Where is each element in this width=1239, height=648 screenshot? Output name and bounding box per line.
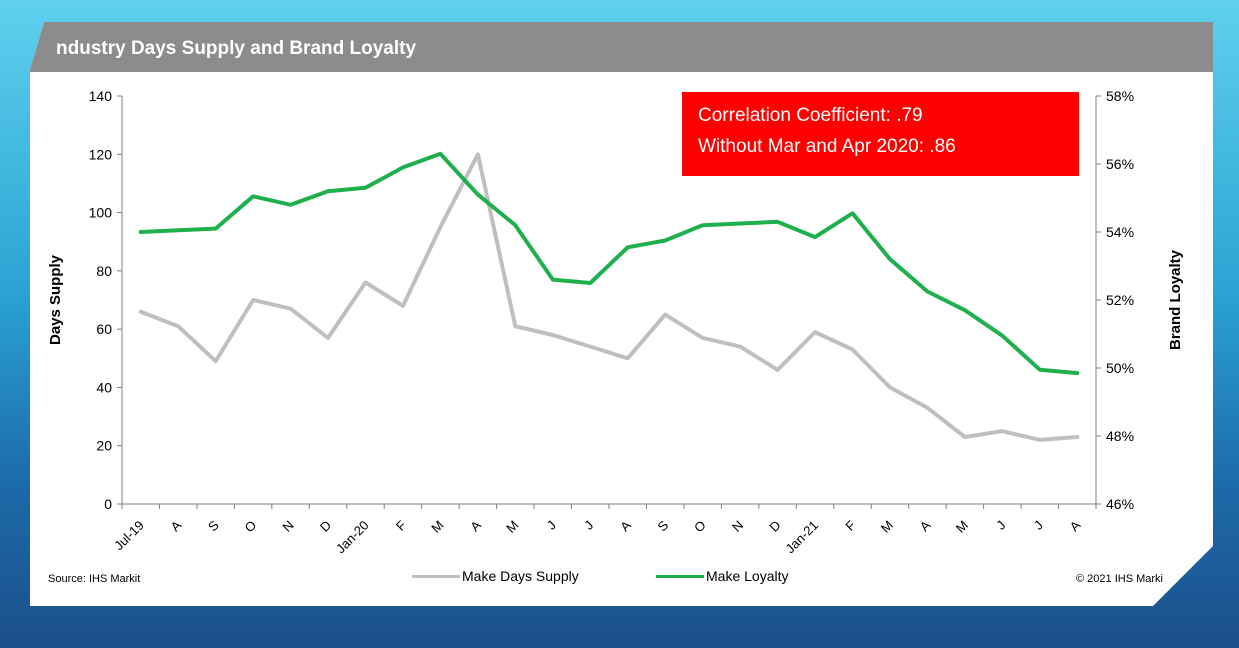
loyalty-line [141, 154, 1078, 373]
x-tick-label: A [617, 517, 634, 534]
left-tick-label: 0 [104, 496, 112, 512]
source-note: Source: IHS Markit [48, 573, 141, 585]
left-tick-label: 80 [96, 263, 112, 279]
y2-axis-title: Brand Loyalty [1167, 249, 1184, 350]
right-tick-label: 52% [1106, 292, 1134, 308]
x-tick-label: F [393, 517, 409, 533]
left-tick-label: 120 [89, 146, 113, 162]
left-tick-label: 100 [89, 205, 113, 221]
correlation-text: Correlation Coefficient: .79 [698, 105, 923, 126]
right-tick-label: 56% [1106, 156, 1134, 172]
x-tick-label: F [842, 517, 858, 533]
legend-swatch-days-supply [412, 575, 460, 578]
x-tick-label: A [917, 517, 934, 534]
x-tick-label: D [317, 518, 334, 535]
x-tick-label: A [1067, 517, 1084, 534]
x-tick-label: A [467, 517, 484, 534]
correlation-without-text: Without Mar and Apr 2020: .86 [698, 136, 956, 157]
left-tick-label: 60 [96, 321, 112, 337]
x-tick-label: J [993, 518, 1008, 533]
x-tick-label: M [953, 518, 971, 536]
chart-frame: ndustry Days Supply and Brand Loyalty 0 2… [30, 22, 1213, 606]
x-tick-label: J [581, 518, 596, 533]
left-tick-label: 20 [96, 438, 112, 454]
right-tick-label: 50% [1106, 360, 1134, 376]
x-tick-label: Jul-19 [111, 518, 147, 554]
legend-swatch-loyalty [656, 575, 704, 578]
x-tick-label: S [655, 517, 672, 534]
title-bar: ndustry Days Supply and Brand Loyalty [30, 22, 1213, 72]
right-tick-label: 48% [1106, 428, 1134, 444]
x-tick-label: N [729, 518, 746, 535]
x-tick-label: Jan-20 [333, 518, 372, 557]
legend-item-loyalty: Make Loyalty [656, 568, 788, 584]
line-chart: 0 20 40 60 80 100 120 140 46% 48% 50% 52% 54% 56% 58% J… [30, 22, 1213, 606]
x-tick-label: M [878, 518, 896, 536]
left-tick-label: 40 [96, 379, 112, 395]
x-tick-label: S [205, 517, 222, 534]
correlation-box: Correlation Coefficient: .79 Without Mar… [682, 92, 1079, 176]
right-tick-label: 58% [1106, 88, 1134, 104]
y-axis-title: Days Supply [47, 254, 64, 345]
legend-label-loyalty: Make Loyalty [706, 568, 789, 584]
chart-title: ndustry Days Supply and Brand Loyalty [56, 38, 417, 59]
days-supply-line [141, 154, 1078, 440]
right-tick-label: 54% [1106, 224, 1134, 240]
legend-label-days-supply: Make Days Supply [462, 568, 579, 584]
x-tick-label: Jan-21 [782, 518, 821, 557]
left-tick-label: 140 [89, 88, 113, 104]
copyright-note: © 2021 IHS Marki [1076, 573, 1163, 585]
x-tick-label: A [168, 517, 185, 534]
x-tick-label: O [241, 518, 259, 536]
legend: Make Days Supply Make Loyalty [30, 568, 1213, 592]
x-tick-label: O [691, 518, 709, 536]
legend-item-days-supply: Make Days Supply [412, 568, 579, 584]
x-tick-label: J [1031, 518, 1046, 533]
x-tick-label: D [766, 518, 783, 535]
x-tick-label: J [544, 518, 559, 533]
right-tick-label: 46% [1106, 496, 1134, 512]
x-tick-label: M [503, 518, 521, 536]
x-tick-label: N [279, 518, 296, 535]
x-tick-label: M [428, 518, 446, 536]
